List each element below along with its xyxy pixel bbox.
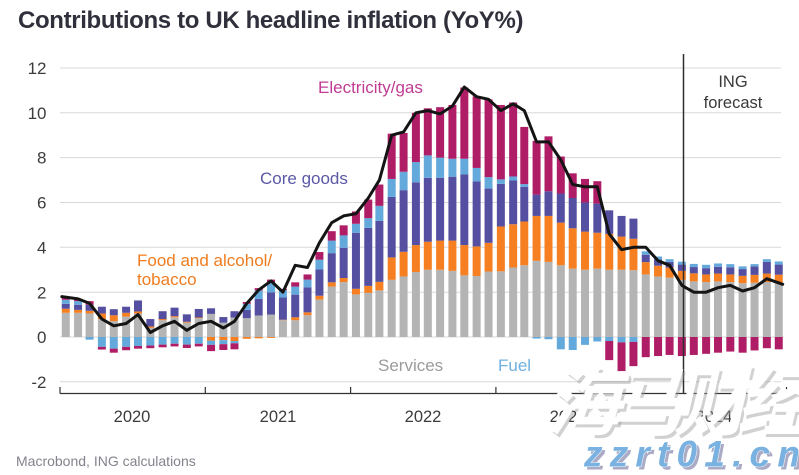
svg-text:6: 6 xyxy=(37,194,46,213)
svg-text:10: 10 xyxy=(28,104,47,123)
svg-text:4: 4 xyxy=(37,238,46,257)
svg-text:2: 2 xyxy=(37,283,46,302)
svg-text:2021: 2021 xyxy=(260,408,297,426)
svg-text:tobacco: tobacco xyxy=(137,270,197,289)
svg-text:0: 0 xyxy=(37,328,46,347)
svg-text:Food and alcohol/: Food and alcohol/ xyxy=(137,251,272,270)
svg-text:Services: Services xyxy=(378,356,443,375)
svg-text:-2: -2 xyxy=(31,373,46,392)
svg-text:Fuel: Fuel xyxy=(498,356,531,375)
svg-text:2022: 2022 xyxy=(405,408,442,426)
svg-text:forecast: forecast xyxy=(704,94,763,112)
svg-text:zzrt01.cn: zzrt01.cn xyxy=(583,434,799,475)
svg-text:12: 12 xyxy=(28,59,47,78)
svg-text:Electricity/gas: Electricity/gas xyxy=(318,78,423,97)
svg-text:zzrt01.cn: zzrt01.cn xyxy=(586,436,799,475)
svg-text:8: 8 xyxy=(37,149,46,168)
svg-text:ING: ING xyxy=(718,73,747,91)
svg-text:2020: 2020 xyxy=(114,408,151,426)
svg-text:Core goods: Core goods xyxy=(260,169,348,188)
